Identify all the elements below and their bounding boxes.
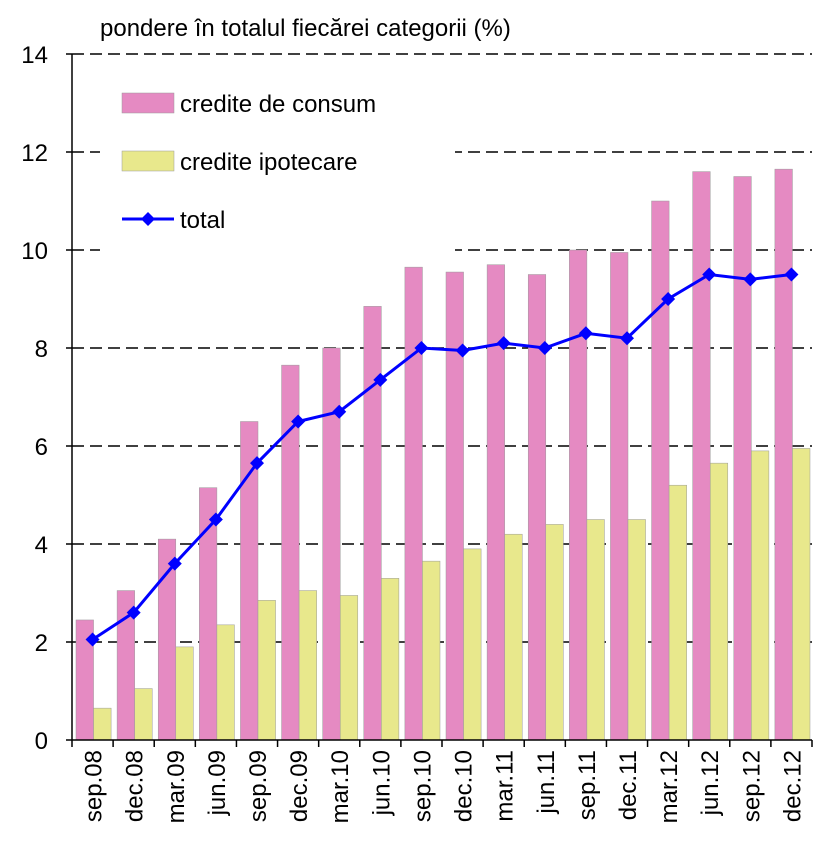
x-tick-label: jun.09 [204,750,231,816]
marker [578,326,593,341]
bar [257,600,276,741]
chart-title: pondere în totalul fiecărei categorii (%… [100,15,511,42]
x-tick-label: sep.09 [245,750,272,822]
bar [486,264,505,741]
marker [208,512,223,527]
x-tick-label: sep.08 [81,750,108,822]
bar [651,200,670,741]
bar [463,548,482,741]
bar [445,271,464,741]
x-tick-label: sep.11 [574,750,601,820]
line [91,272,792,641]
marker [332,404,347,419]
bar [610,252,629,741]
bar [175,646,194,741]
x-tick-label: dec.11 [615,750,642,820]
marker [455,343,470,358]
x-tick-label: dec.09 [286,750,313,822]
x-tick-label: dec.08 [122,750,149,822]
bar [586,519,605,741]
marker [126,605,141,620]
marker [414,341,429,355]
marker [496,336,511,351]
marker [291,414,306,429]
bar [216,624,235,741]
bar [504,533,523,741]
bar [422,560,441,741]
x-tick-label: mar.12 [656,750,683,823]
y-tick-label: 2 [35,630,48,657]
marker [620,331,634,346]
bar [627,519,646,741]
x-tick-label: jun.12 [697,750,724,816]
bar [134,688,153,741]
legend-swatch [121,92,175,114]
marker [702,267,717,282]
y-tick-label: 10 [21,238,48,265]
x-tick-label: jun.10 [368,750,395,816]
marker [167,556,182,571]
bar [751,450,770,741]
marker [537,341,552,355]
y-tick-label: 4 [35,532,48,559]
y-tick-label: 0 [35,728,48,755]
marker [743,272,758,287]
bar [339,595,359,741]
x-tick-label: mar.10 [327,750,354,823]
bar [298,590,317,741]
bar [733,176,752,741]
y-tick-label: 6 [35,434,48,461]
marker [250,456,264,471]
bar [545,524,564,741]
bar [199,487,218,741]
marker [373,372,388,387]
legend-label: credite de consum [180,91,376,118]
marker [661,292,676,306]
bar [692,171,711,741]
marker [784,267,799,282]
bar [363,306,382,741]
x-tick-label: mar.09 [163,750,190,823]
bar [381,578,400,741]
bar [792,448,811,741]
x-tick-label: dec.10 [451,750,478,822]
x-tick-label: dec.12 [779,750,806,822]
x-tick-label: sep.12 [738,750,765,822]
legend-swatch [121,150,175,172]
y-tick-label: 12 [21,140,48,167]
y-tick-label: 8 [35,336,48,363]
bar [569,249,588,741]
legend-marker [141,212,155,226]
bar [668,484,687,741]
bar [404,266,423,741]
legend-label: total [180,207,225,234]
x-tick-label: sep.10 [409,750,436,822]
bar [93,707,112,741]
y-tick-label: 14 [21,42,48,69]
legend-label: credite ipotecare [180,149,357,176]
x-tick-label: jun.11 [533,750,560,815]
x-tick-label: mar.11 [492,750,519,822]
bar [157,538,177,741]
bar [709,462,729,741]
bar [240,421,259,741]
marker [85,632,100,647]
bar [774,168,793,741]
